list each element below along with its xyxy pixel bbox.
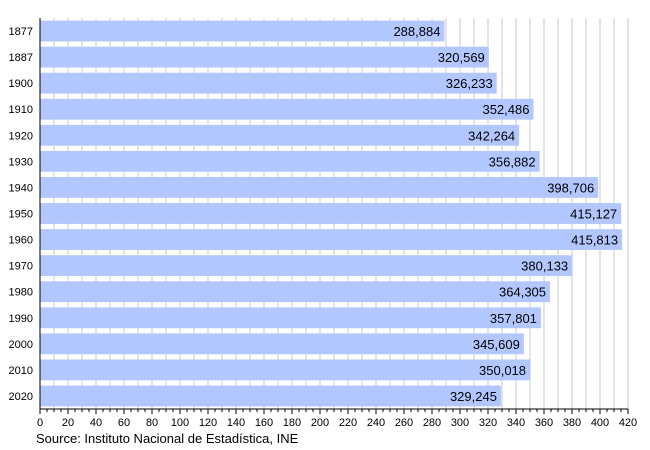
value-label-1950: 415,127 (570, 207, 617, 222)
source-caption: Source: Instituto Nacional de Estadístic… (36, 431, 299, 446)
category-label-1960: 1960 (9, 235, 33, 247)
bar-1960 (40, 229, 623, 250)
value-label-2020: 329,245 (450, 389, 497, 404)
value-label-1887: 320,569 (438, 50, 485, 65)
x-tick-label: 380 (563, 417, 581, 429)
value-label-1920: 342,264 (468, 128, 515, 143)
category-label-1930: 1930 (9, 156, 33, 168)
x-tick-label: 320 (479, 417, 497, 429)
value-label-1930: 356,882 (489, 154, 536, 169)
x-tick-label: 400 (591, 417, 609, 429)
x-tick-label: 40 (90, 417, 102, 429)
x-tick-label: 100 (171, 417, 189, 429)
category-label-1900: 1900 (9, 78, 33, 90)
bar-1940 (40, 177, 599, 198)
bar-1950 (40, 203, 622, 224)
bar-1990 (40, 307, 541, 329)
bar-2010 (40, 359, 531, 381)
category-label-2010: 2010 (9, 365, 33, 377)
bar-1910 (40, 98, 534, 120)
x-tick-label: 160 (255, 417, 273, 429)
x-tick-label: 300 (451, 417, 469, 429)
category-label-1887: 1887 (9, 52, 33, 64)
x-tick-label: 80 (146, 417, 158, 429)
x-tick-label: 360 (535, 417, 553, 429)
value-label-1980: 364,305 (499, 285, 546, 300)
category-label-1910: 1910 (9, 104, 33, 116)
category-label-1970: 1970 (9, 261, 33, 273)
value-label-1900: 326,233 (446, 76, 493, 91)
bar-2020 (40, 385, 501, 407)
x-tick-label: 420 (619, 417, 637, 429)
x-tick-label: 20 (62, 417, 74, 429)
category-label-1980: 1980 (9, 287, 33, 299)
x-tick-label: 260 (395, 417, 413, 429)
bar-1980 (40, 281, 551, 303)
x-tick-label: 200 (311, 417, 329, 429)
category-label-1940: 1940 (9, 182, 33, 194)
category-label-1990: 1990 (9, 313, 33, 325)
x-tick-label: 120 (199, 417, 217, 429)
bar-1970 (40, 255, 573, 277)
bar-1900 (40, 72, 497, 94)
value-label-1940: 398,706 (547, 180, 594, 195)
value-label-1960: 415,813 (571, 233, 618, 248)
bar-1887 (40, 46, 489, 68)
x-tick-label: 0 (37, 417, 43, 429)
category-label-1920: 1920 (9, 130, 33, 142)
value-label-1990: 357,801 (490, 311, 537, 326)
bar-1920 (40, 124, 520, 146)
x-tick-label: 240 (367, 417, 385, 429)
category-label-2020: 2020 (9, 391, 33, 403)
value-label-1970: 380,133 (521, 259, 568, 274)
bar-1930 (40, 150, 540, 172)
x-tick-label: 220 (339, 417, 357, 429)
x-tick-label: 180 (283, 417, 301, 429)
value-label-1877: 288,884 (393, 24, 440, 39)
x-tick-label: 60 (118, 417, 130, 429)
value-label-1910: 352,486 (482, 102, 529, 117)
x-tick-label: 340 (507, 417, 525, 429)
x-tick-label: 140 (227, 417, 245, 429)
category-label-1877: 1877 (9, 26, 33, 38)
bar-2000 (40, 333, 524, 355)
value-label-2000: 345,609 (473, 337, 520, 352)
category-label-1950: 1950 (9, 209, 33, 221)
bar-1877 (40, 20, 445, 42)
value-label-2010: 350,018 (479, 363, 526, 378)
category-label-2000: 2000 (9, 339, 33, 351)
x-tick-label: 280 (423, 417, 441, 429)
